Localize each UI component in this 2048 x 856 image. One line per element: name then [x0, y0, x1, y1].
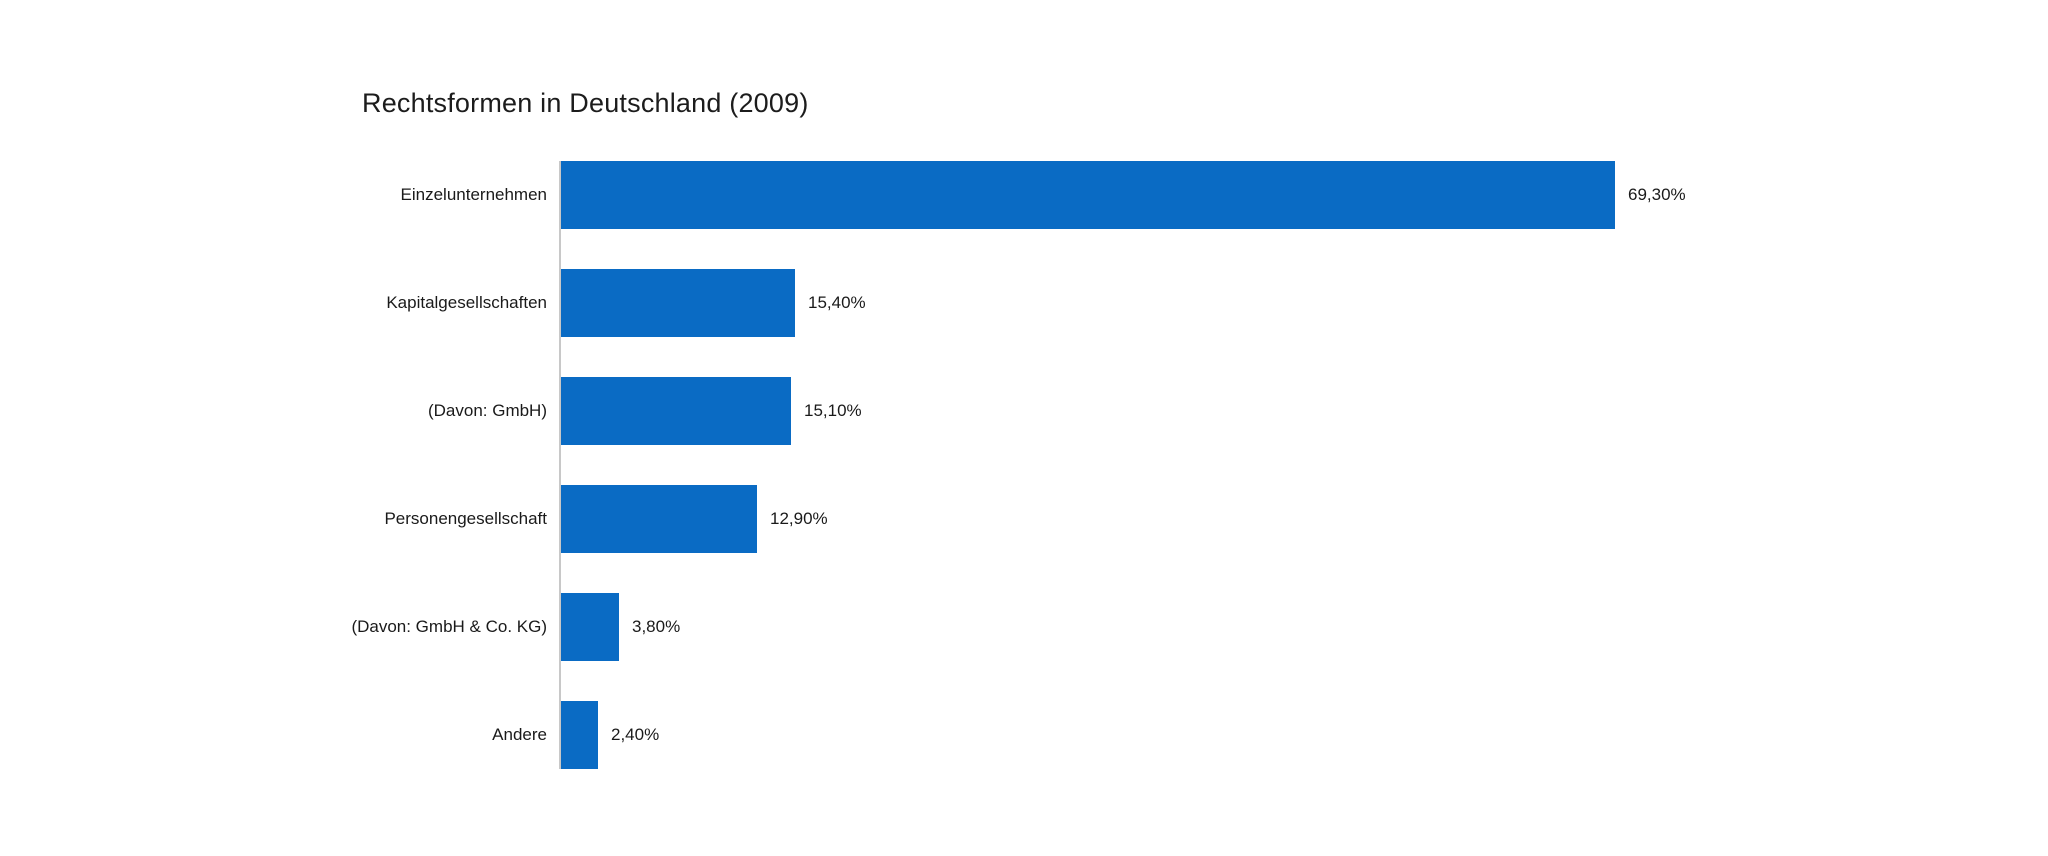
bar — [561, 701, 598, 769]
category-label: Personengesellschaft — [384, 509, 547, 528]
bar — [561, 269, 795, 337]
category-label: Einzelunternehmen — [400, 185, 547, 204]
value-label: 69,30% — [1628, 185, 1686, 204]
value-label: 3,80% — [632, 617, 681, 636]
bar — [561, 161, 1615, 229]
chart-row: Einzelunternehmen 69,30% — [0, 141, 2048, 249]
value-label: 2,40% — [611, 725, 660, 744]
value-label: 12,90% — [770, 509, 828, 528]
chart-rows: Einzelunternehmen 69,30% Kapitalgesellsc… — [0, 141, 2048, 789]
chart-row: (Davon: GmbH & Co. KG) 3,80% — [0, 573, 2048, 681]
value-label: 15,40% — [808, 293, 866, 312]
bar — [561, 377, 791, 445]
chart-row: Kapitalgesellschaften 15,40% — [0, 249, 2048, 357]
category-label: Kapitalgesellschaften — [386, 293, 547, 312]
chart-title: Rechtsformen in Deutschland (2009) — [362, 88, 809, 118]
bar — [561, 485, 757, 553]
chart-row: Andere 2,40% — [0, 681, 2048, 789]
y-axis-line — [559, 161, 561, 769]
chart-row: (Davon: GmbH) 15,10% — [0, 357, 2048, 465]
value-label: 15,10% — [804, 401, 862, 420]
category-label: Andere — [492, 725, 547, 744]
category-label: (Davon: GmbH & Co. KG) — [351, 617, 547, 636]
bar — [561, 593, 619, 661]
chart-row: Personengesellschaft 12,90% — [0, 465, 2048, 573]
category-label: (Davon: GmbH) — [427, 401, 547, 420]
